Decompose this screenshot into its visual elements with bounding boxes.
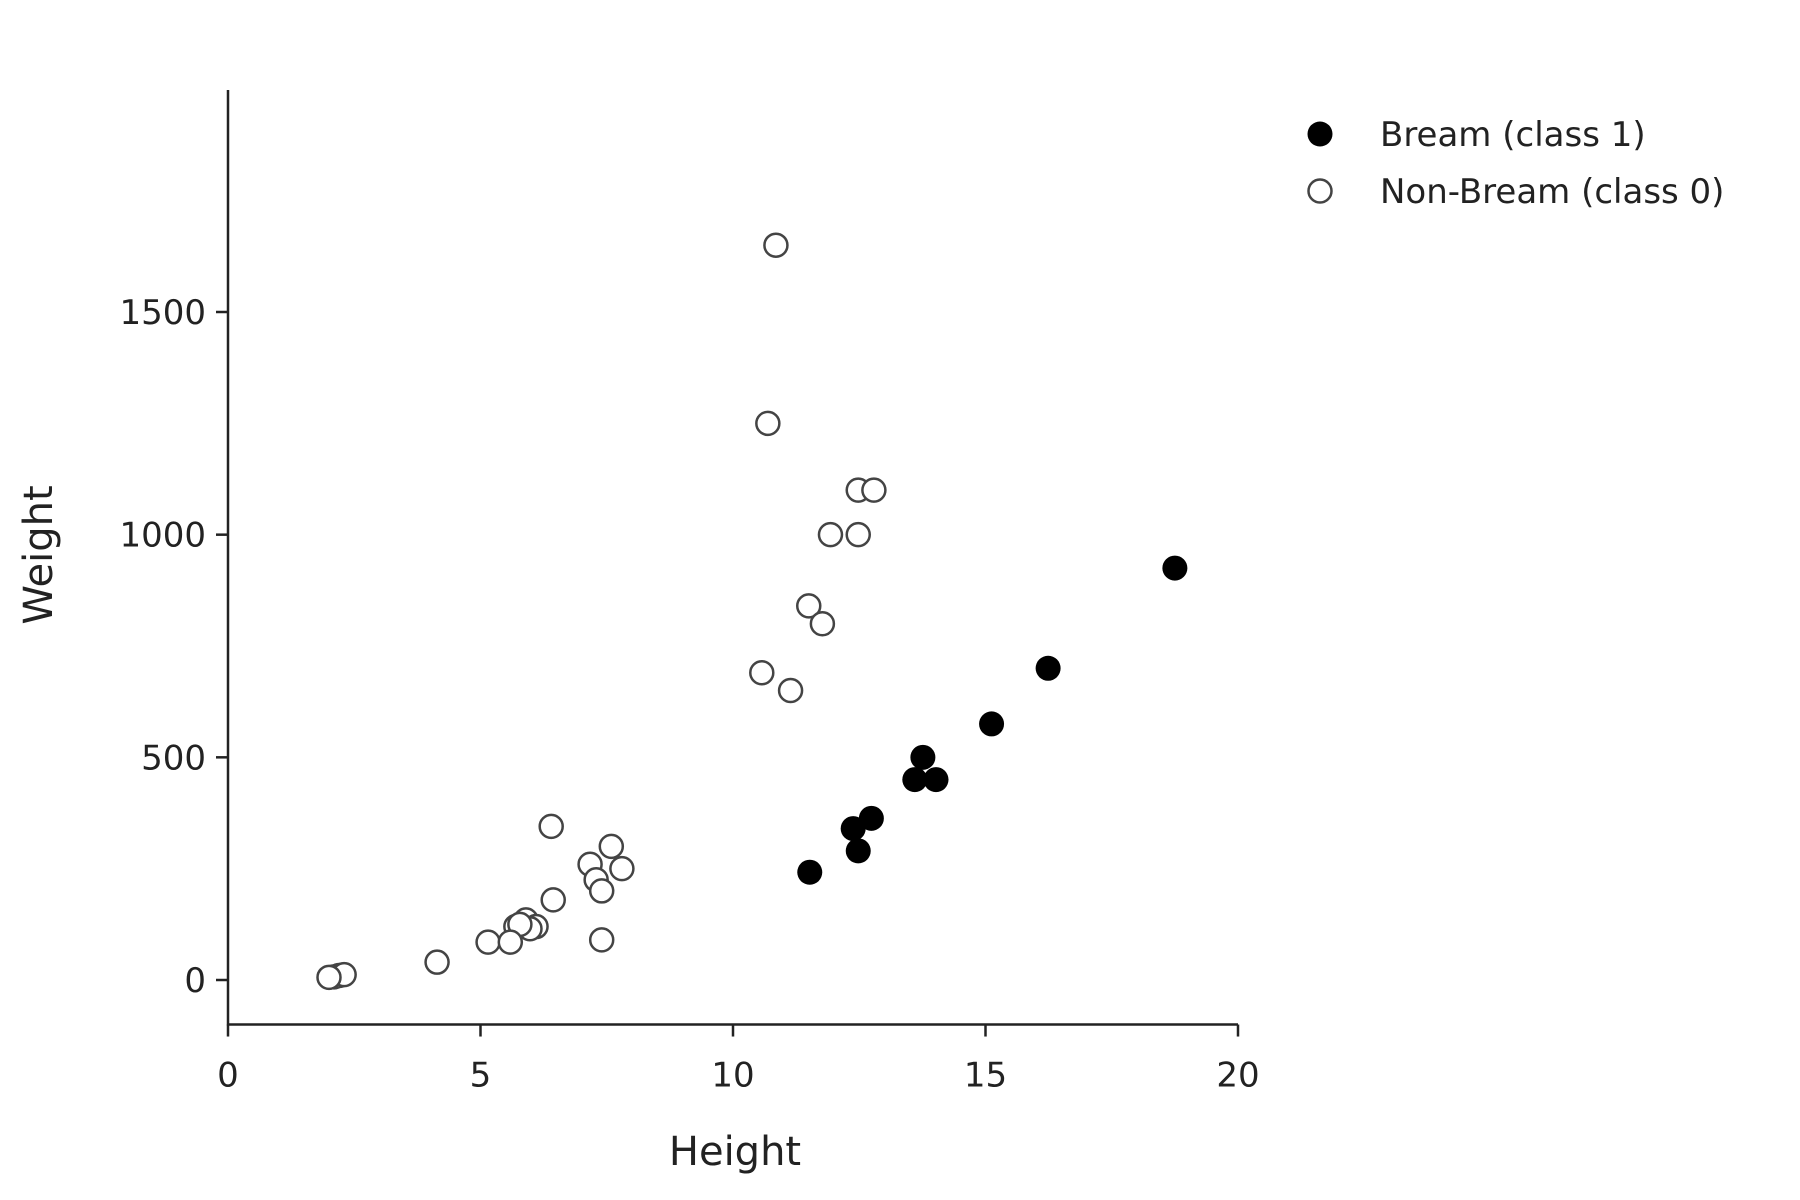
x-tick-label: 5 bbox=[470, 1056, 492, 1096]
non-bream-point bbox=[749, 659, 775, 686]
y-tick-label: 1500 bbox=[119, 293, 206, 333]
legend-marker-non-bream bbox=[1307, 178, 1333, 204]
bream-point bbox=[797, 859, 823, 885]
non-bream-point bbox=[809, 610, 836, 637]
bream-point bbox=[845, 838, 871, 864]
bream-point bbox=[1162, 555, 1188, 581]
x-tick-label: 0 bbox=[217, 1056, 239, 1096]
x-tick-label: 10 bbox=[711, 1056, 754, 1096]
legend-marker-bream bbox=[1307, 121, 1333, 147]
points-layer bbox=[316, 232, 1188, 991]
y-axis-title: Weight bbox=[16, 485, 62, 624]
non-bream-point bbox=[538, 813, 564, 840]
non-bream-point bbox=[817, 521, 844, 548]
ticks-layer: 0 5 10 15 20 0 500 1000 1500 bbox=[119, 293, 1259, 1096]
non-bream-point bbox=[316, 964, 342, 991]
axes-layer bbox=[226, 90, 1238, 1026]
non-bream-point bbox=[540, 887, 566, 913]
x-axis-title: Height bbox=[669, 1129, 801, 1175]
non-bream-point bbox=[475, 929, 501, 955]
bream-point bbox=[902, 767, 928, 793]
non-bream-point bbox=[588, 927, 615, 953]
non-bream-point bbox=[755, 410, 781, 437]
bream-point bbox=[1035, 655, 1061, 681]
bream-point bbox=[923, 767, 949, 793]
bream-point bbox=[979, 711, 1005, 737]
non-bream-point bbox=[861, 477, 887, 503]
non-bream-point bbox=[609, 855, 635, 882]
x-tick-label: 20 bbox=[1216, 1056, 1259, 1096]
non-bream-point bbox=[777, 677, 804, 704]
non-bream-point bbox=[424, 949, 450, 975]
y-tick-label: 500 bbox=[141, 738, 206, 778]
legend-label-bream: Bream (class 1) bbox=[1380, 115, 1646, 155]
non-bream-point bbox=[598, 833, 625, 860]
legend: Bream (class 1) Non-Bream (class 0) bbox=[1307, 115, 1724, 212]
y-tick-label: 1000 bbox=[119, 516, 206, 556]
bream-point bbox=[858, 805, 884, 831]
bream-point bbox=[840, 816, 866, 842]
non-bream-point bbox=[588, 878, 615, 904]
legend-label-non-bream: Non-Bream (class 0) bbox=[1380, 172, 1724, 212]
x-tick-label: 15 bbox=[964, 1056, 1007, 1096]
non-bream-point bbox=[497, 929, 524, 955]
non-bream-point bbox=[845, 521, 871, 548]
bream-point bbox=[910, 744, 936, 770]
non-bream-point bbox=[796, 593, 822, 619]
non-bream-point bbox=[763, 232, 789, 258]
y-tick-label: 0 bbox=[184, 961, 206, 1001]
